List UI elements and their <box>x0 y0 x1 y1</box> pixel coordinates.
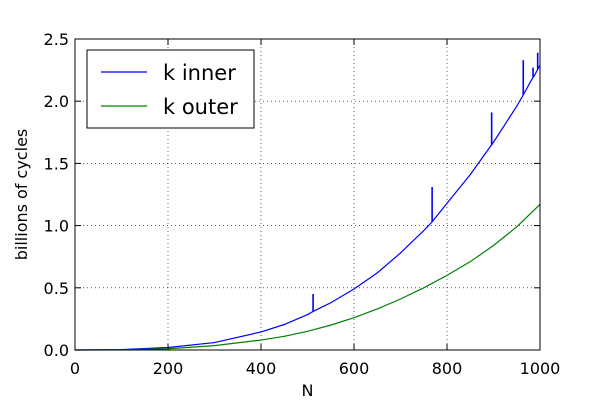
legend: k inner k outer <box>86 49 255 129</box>
legend-box <box>86 49 255 129</box>
axis-ticks: 0 200 400 600 800 1000 0.0 0.5 1.0 1.5 2.0 2.5 <box>44 30 561 378</box>
x-tick-label: 600 <box>339 359 370 378</box>
x-tick-label: 1000 <box>520 359 561 378</box>
y-axis-label: billions of cycles <box>12 129 31 260</box>
series-lines <box>74 52 541 351</box>
legend-label-k-inner: k inner <box>163 61 236 85</box>
series-line-0 <box>74 64 541 351</box>
x-tick-label: 200 <box>153 359 184 378</box>
x-tick-label: 800 <box>432 359 463 378</box>
x-tick-label: 400 <box>246 359 277 378</box>
series-line-1 <box>74 204 541 351</box>
legend-label-k-outer: k outer <box>163 95 238 119</box>
y-tick-label: 2.5 <box>44 30 69 49</box>
y-tick-label: 1.0 <box>44 217 69 236</box>
y-tick-label: 1.5 <box>44 154 69 173</box>
plot-frame <box>74 38 541 351</box>
x-tick-label: 0 <box>70 359 80 378</box>
y-tick-label: 0.5 <box>44 279 69 298</box>
x-axis-label: N <box>302 381 314 400</box>
y-tick-label: 2.0 <box>44 92 69 111</box>
y-tick-label: 0.0 <box>44 341 69 360</box>
